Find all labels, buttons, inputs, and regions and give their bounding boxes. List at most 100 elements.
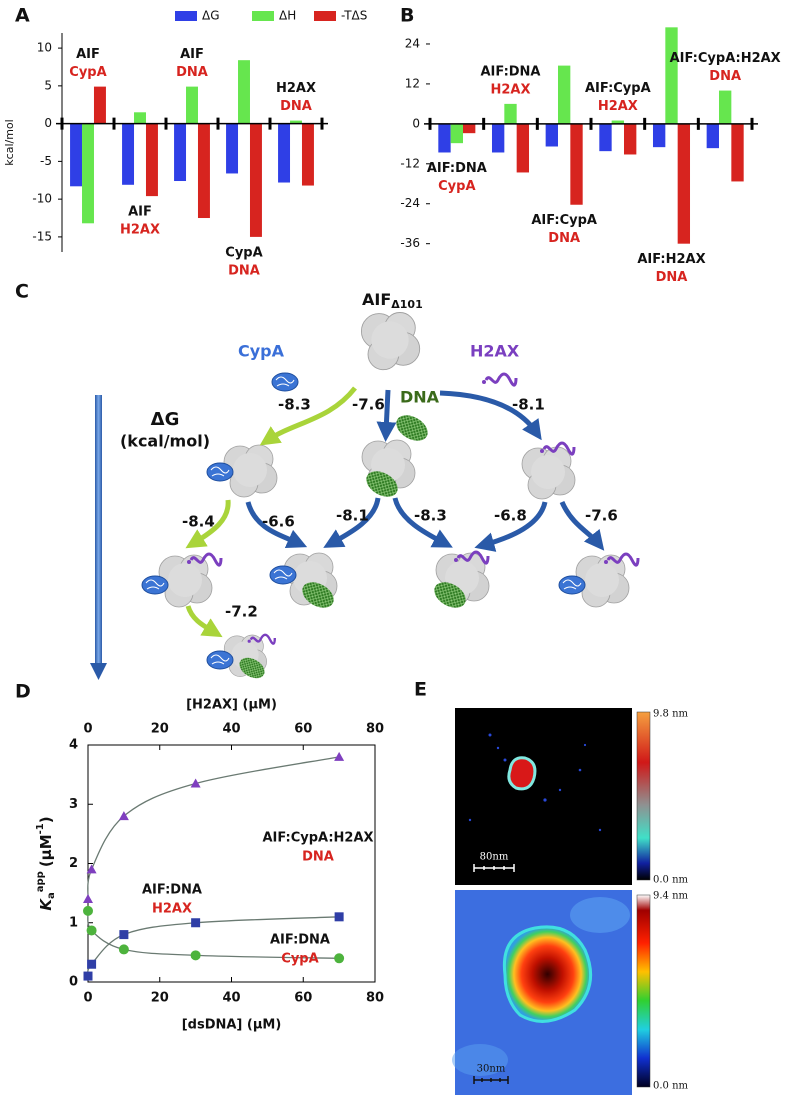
y-tick-label: 3 xyxy=(69,797,78,812)
bar xyxy=(450,123,464,144)
series-partner: DNA xyxy=(302,850,334,865)
group-label: AIF:CypA:H2AX xyxy=(670,51,781,66)
group-partner: DNA xyxy=(548,231,580,246)
group-label: AIF:CypA xyxy=(585,81,651,96)
edge-value: -7.6 xyxy=(352,396,385,414)
bar xyxy=(70,123,83,187)
colorbar xyxy=(636,711,651,881)
delta-g-arrowhead xyxy=(90,663,107,680)
edge-value: -8.3 xyxy=(414,507,447,525)
x2-tick-label: 60 xyxy=(294,722,312,737)
bar xyxy=(226,123,239,174)
point xyxy=(83,894,93,904)
colorbar-min: 0.0 nm xyxy=(653,1081,689,1092)
point xyxy=(190,778,201,788)
y-axis-label: kcal/mol xyxy=(3,119,16,165)
y-tick-label: 0 xyxy=(69,975,78,990)
panel-label: D xyxy=(15,681,31,703)
bar xyxy=(652,123,666,148)
x-axis-label: [dsDNA] (μM) xyxy=(182,1018,282,1033)
x-tick-label: 80 xyxy=(366,991,384,1006)
y-tick-label: -12 xyxy=(400,156,420,170)
panel-label: A xyxy=(15,5,30,27)
colorbar-min: 0.0 nm xyxy=(653,875,689,886)
bar xyxy=(731,123,744,182)
y-tick-label: -36 xyxy=(400,236,420,250)
afm-particle xyxy=(507,756,537,791)
legend-swatch xyxy=(175,11,197,21)
arrow xyxy=(185,605,223,638)
group-partner: DNA xyxy=(228,263,260,278)
delta-g-arrow xyxy=(95,395,102,665)
bar xyxy=(624,123,637,155)
bar xyxy=(134,112,146,124)
bar xyxy=(665,27,678,124)
scale-label: 80nm xyxy=(480,852,509,863)
legend-label: -TΔS xyxy=(341,9,367,23)
bar xyxy=(570,123,583,205)
group-label: H2AX xyxy=(276,81,316,96)
colorbar-max: 9.4 nm xyxy=(653,891,689,902)
colorbar-max: 9.8 nm xyxy=(653,709,689,720)
bar xyxy=(491,123,505,153)
afm-image xyxy=(455,708,632,885)
edge-value: -7.2 xyxy=(225,603,258,621)
ligand-label: DNA xyxy=(400,388,440,407)
arrow xyxy=(474,501,548,552)
complex xyxy=(269,565,297,585)
complex xyxy=(206,650,234,670)
ligand-label: H2AX xyxy=(470,342,520,361)
legend-label: ΔH xyxy=(279,9,296,23)
afm-particle xyxy=(502,925,593,1023)
group-label: AIF:H2AX xyxy=(637,252,705,267)
x-tick-label: 20 xyxy=(151,991,169,1006)
y-tick-label: -10 xyxy=(32,192,52,206)
bar xyxy=(174,123,187,182)
group-partner: DNA xyxy=(280,99,312,114)
legend-swatch xyxy=(252,11,274,21)
bar xyxy=(93,86,106,124)
y-axis-label: Kaapp (μM-1) xyxy=(35,816,57,910)
y-tick-label: 24 xyxy=(405,36,420,50)
afm-panel: E 80nm 9.8 nm 0.0 nm 30nm 9.4 nm 0.0 nm xyxy=(414,679,689,1095)
bar xyxy=(122,123,135,185)
x2-tick-label: 20 xyxy=(151,722,169,737)
root-subscript: Δ101 xyxy=(391,298,422,311)
group-label: AIF xyxy=(180,47,204,62)
colorbar xyxy=(636,894,651,1088)
arrow xyxy=(259,386,357,446)
y-axis-label-part: a xyxy=(46,892,57,899)
fit-curve xyxy=(87,756,340,900)
y-tick-label: 2 xyxy=(69,856,78,871)
group-partner: DNA xyxy=(656,270,688,285)
y-axis-label-part: ) xyxy=(37,816,55,823)
edge-value: -8.3 xyxy=(278,396,311,414)
complex xyxy=(206,462,234,482)
scale-bar xyxy=(473,1076,509,1084)
point xyxy=(191,918,201,928)
series-label: AIF:CypA:H2AX xyxy=(262,831,373,846)
group-partner: CypA xyxy=(438,179,475,194)
point xyxy=(118,944,129,955)
y-axis-label-part: -1 xyxy=(35,823,46,834)
series-partner: H2AX xyxy=(152,902,192,917)
diagram: C AIFΔ101 CypA DNA H2AX ΔG (kcal/mol) -8… xyxy=(15,281,640,683)
ligand-label: CypA xyxy=(238,342,285,361)
x2-tick-label: 0 xyxy=(83,722,92,737)
point xyxy=(118,811,129,821)
y-tick-label: 10 xyxy=(37,41,52,55)
x-tick-label: 60 xyxy=(294,991,312,1006)
bar xyxy=(545,123,558,147)
scale-bar xyxy=(473,864,515,872)
group-label: AIF xyxy=(76,47,100,62)
axis-label: ΔG xyxy=(151,409,180,430)
group-label: CypA xyxy=(225,245,262,260)
protein xyxy=(360,311,421,371)
arrow xyxy=(323,497,381,548)
complex xyxy=(558,575,586,595)
series-label: AIF:DNA xyxy=(142,883,202,898)
edge-value: -6.8 xyxy=(494,507,527,525)
texture xyxy=(570,897,630,933)
group-partner: DNA xyxy=(709,69,741,84)
